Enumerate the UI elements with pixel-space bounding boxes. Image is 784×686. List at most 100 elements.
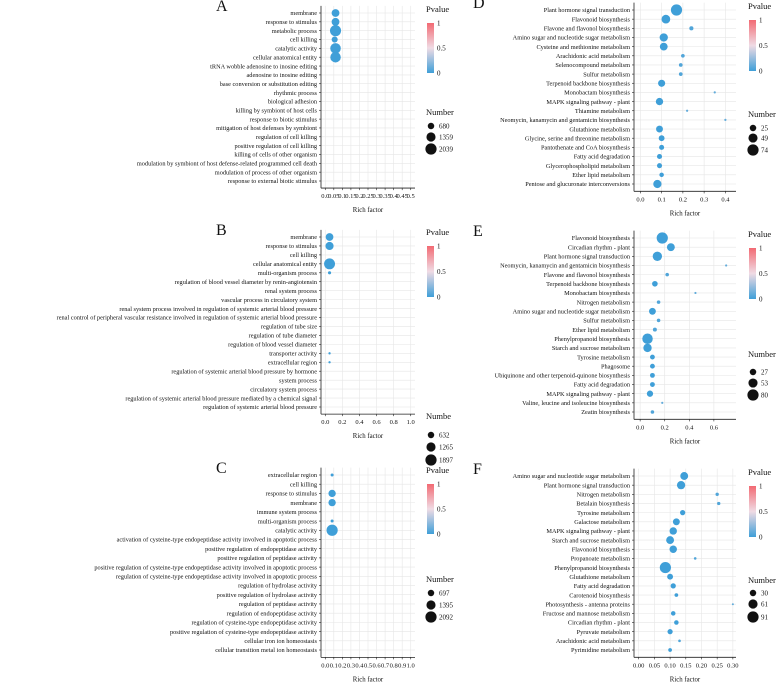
y-tick-label: regulation of systemic arterial blood pr…: [171, 368, 317, 375]
point: [325, 241, 334, 251]
size-legend-dot: [425, 143, 437, 155]
size-legend-label: 25: [761, 125, 769, 133]
point: [667, 629, 673, 635]
y-tick-label: MAPK signaling pathway - plant: [546, 528, 630, 535]
size-legend-label: 27: [761, 369, 769, 377]
y-tick-label: positive regulation of peptidase activit…: [217, 555, 318, 562]
y-tick-label: Monobactam biosynthesis: [564, 90, 630, 97]
point: [643, 343, 652, 353]
point: [731, 603, 734, 606]
y-tick-label: renal control of peripheral vascular res…: [57, 315, 318, 322]
point: [725, 264, 728, 267]
y-tick-label: killing by symbiont of host cells: [236, 107, 318, 114]
y-tick-label: Flavonoid biosynthesis: [572, 235, 631, 242]
point: [650, 372, 655, 378]
y-tick-label: Plant hormone signal transduction: [544, 7, 631, 14]
x-tick-label: 0.35: [379, 193, 390, 200]
y-tick-label: membrane: [290, 234, 317, 241]
y-tick-label: Carotenoid biosynthesis: [569, 592, 630, 599]
x-axis-title: Rich factor: [353, 433, 384, 440]
size-legend-dot: [427, 431, 435, 439]
size-legend-dot: [425, 611, 437, 623]
y-tick-label: cell killing: [290, 252, 318, 259]
size-legend-label: 53: [761, 380, 769, 388]
point: [715, 492, 719, 496]
size-legend-label: 49: [761, 135, 769, 143]
x-tick-label: 0.05: [328, 193, 339, 200]
pvalue-colorbar: [749, 20, 756, 71]
y-tick-label: Flavonoid biosynthesis: [572, 16, 631, 23]
y-tick-label: Valine, leucine and isoleucine biosynthe…: [522, 400, 630, 407]
x-tick-label: 0.0: [636, 196, 644, 203]
x-tick-label: 0.2: [661, 424, 669, 431]
y-tick-label: regulation of tube size: [261, 324, 317, 331]
size-legend-dot: [748, 133, 758, 143]
size-legend-label: 30: [761, 590, 769, 598]
pvalue-tick-label: 0.5: [437, 506, 446, 514]
x-tick-label: 0.6: [372, 419, 381, 426]
y-tick-label: Zeatin biosynthesis: [581, 409, 630, 416]
size-legend-dot: [425, 454, 437, 466]
y-tick-label: regulation of systemic arterial blood pr…: [203, 404, 317, 411]
y-tick-label: Galactose metabolism: [574, 519, 630, 526]
y-tick-label: Fatty acid degradation: [574, 154, 631, 161]
size-legend-dot: [747, 389, 759, 401]
y-tick-label: base conversion or substitution editing: [220, 81, 318, 88]
y-tick-label: Starch and sucrose metabolism: [552, 537, 630, 544]
point: [693, 557, 697, 560]
pvalue-tick-label: 0.5: [759, 270, 768, 278]
y-tick-label: response to external biotic stimulus: [228, 178, 318, 185]
size-legend-title: Number: [748, 575, 776, 585]
size-legend-label: 1359: [439, 134, 454, 142]
x-axis-title: Rich factor: [353, 676, 384, 683]
size-legend-dot: [748, 378, 758, 388]
x-tick-label: 0.0: [321, 419, 329, 426]
y-tick-label: vascular process in circulatory system: [221, 297, 317, 304]
y-tick-label: renal system process: [265, 288, 318, 295]
point: [674, 593, 679, 597]
point: [658, 79, 666, 87]
pvalue-tick-label: 0.5: [437, 45, 446, 53]
size-legend-dot: [426, 132, 436, 142]
y-tick-label: Fatty acid degradation: [574, 583, 631, 590]
point: [658, 135, 665, 142]
x-tick-label: 0.3: [700, 196, 708, 203]
point: [713, 91, 716, 94]
point: [331, 17, 340, 26]
pvalue-colorbar: [427, 23, 434, 73]
x-tick-label: 0.5: [407, 193, 415, 200]
point: [652, 280, 658, 287]
y-tick-label: positive regulation of hydrolase activit…: [217, 592, 318, 599]
y-tick-label: Tyrosine metabolism: [577, 354, 630, 361]
y-tick-label: Tyrosine metabolism: [577, 510, 630, 517]
point: [326, 524, 338, 536]
y-tick-label: extracellular region: [268, 472, 318, 479]
y-tick-label: regulation of systemic arterial blood pr…: [125, 395, 317, 402]
point: [661, 401, 664, 404]
point: [656, 125, 663, 133]
y-tick-label: Phenylpropanoid biosynthesis: [554, 565, 630, 572]
y-tick-label: Starch and sucrose metabolism: [552, 345, 630, 352]
y-tick-label: Plant hormone signal transduction: [544, 482, 631, 489]
x-tick-label: 0.0: [321, 662, 329, 669]
y-tick-label: positive regulation of endopeptidase act…: [205, 546, 318, 553]
pvalue-tick-label: 1: [759, 483, 763, 491]
y-tick-label: transporter activity: [269, 351, 318, 358]
y-tick-label: Arachidonic acid metabolism: [556, 638, 630, 645]
point: [661, 14, 671, 24]
x-tick-label: 0.2: [338, 662, 346, 669]
y-tick-label: regulation of endopeptidase activity: [227, 610, 318, 617]
y-tick-label: Amino sugar and nucleotide sugar metabol…: [513, 308, 630, 315]
x-tick-label: 0.4: [721, 196, 730, 203]
pvalue-tick-label: 1: [437, 481, 441, 489]
size-legend-label: 1265: [439, 444, 454, 452]
point: [694, 291, 697, 295]
point: [666, 243, 675, 252]
point: [678, 63, 683, 67]
point: [329, 25, 342, 37]
x-tick-label: 0.3: [372, 193, 380, 200]
point: [642, 333, 653, 344]
x-tick-label: 0.2: [355, 193, 363, 200]
